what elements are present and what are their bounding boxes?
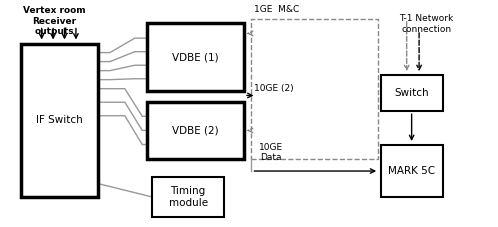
Text: VDBE (1): VDBE (1) bbox=[172, 52, 219, 62]
Text: MARK 5C: MARK 5C bbox=[388, 166, 435, 176]
Bar bbox=[147, 102, 244, 159]
Text: VDBE (2): VDBE (2) bbox=[172, 126, 219, 136]
Bar bbox=[251, 19, 378, 159]
Text: 1GE  M&C: 1GE M&C bbox=[254, 5, 299, 14]
Bar bbox=[152, 177, 224, 217]
Text: T-1 Network
connection: T-1 Network connection bbox=[399, 14, 454, 34]
Text: Vertex room
Receiver
outputs: Vertex room Receiver outputs bbox=[23, 6, 85, 36]
Text: 10GE
Data: 10GE Data bbox=[259, 143, 283, 162]
Bar bbox=[20, 44, 98, 197]
Text: 10GE (2): 10GE (2) bbox=[254, 84, 294, 93]
Bar bbox=[380, 145, 443, 197]
Bar bbox=[380, 75, 443, 111]
Text: IF Switch: IF Switch bbox=[36, 115, 83, 125]
Bar bbox=[147, 23, 244, 91]
Text: Timing
module: Timing module bbox=[169, 186, 208, 208]
Text: Switch: Switch bbox=[394, 88, 429, 98]
